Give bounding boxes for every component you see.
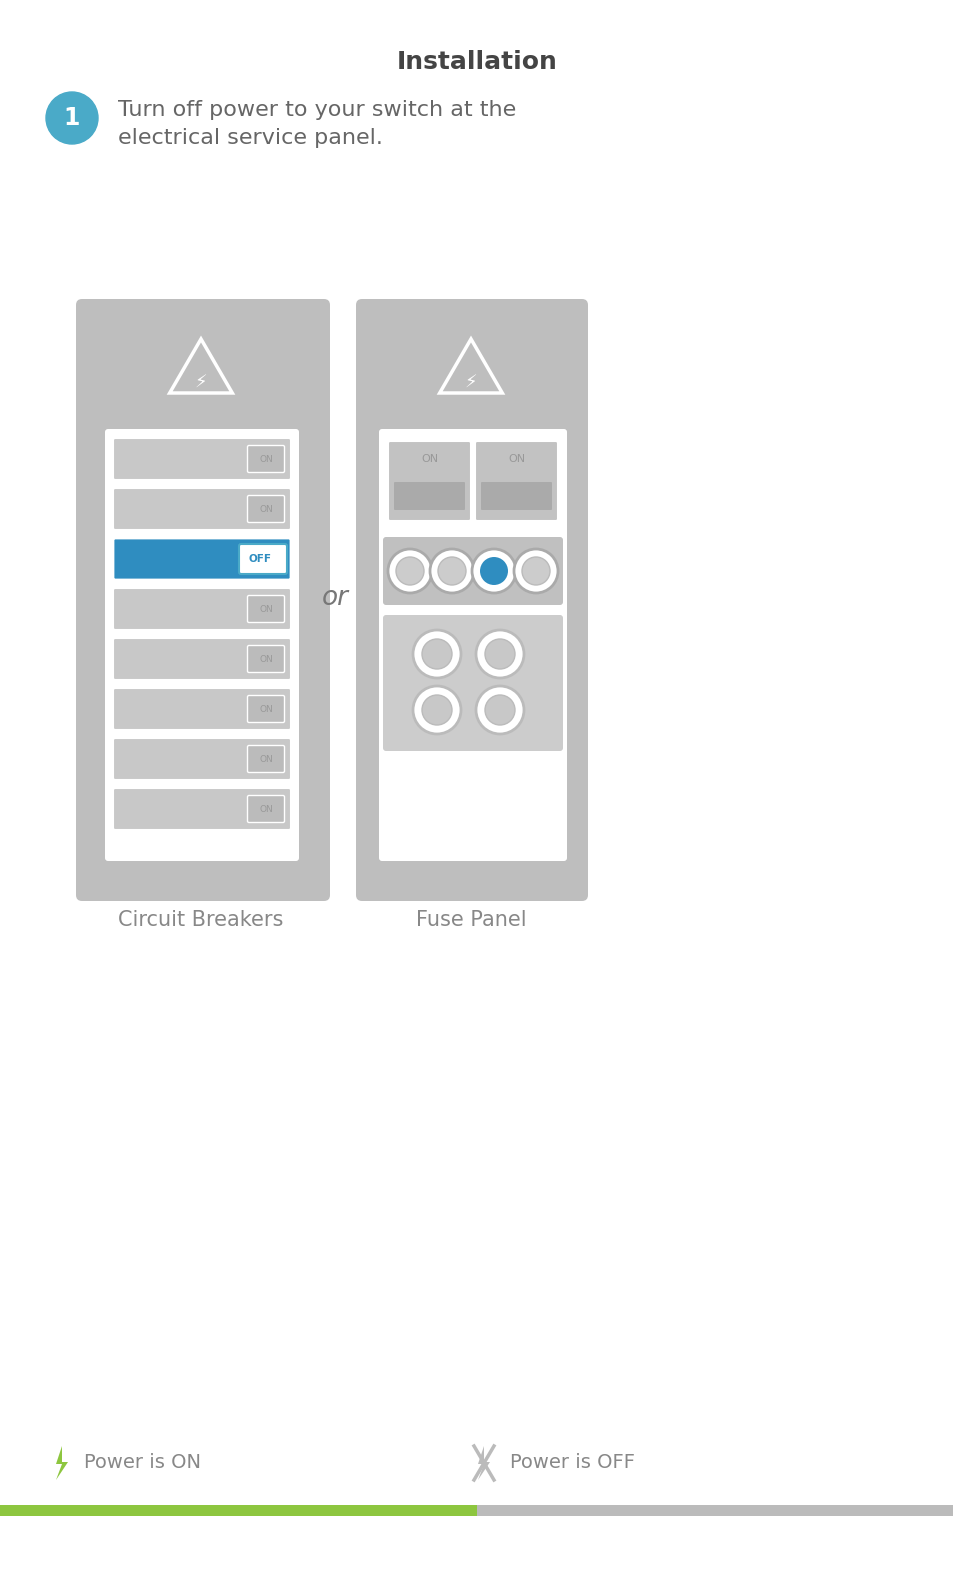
Circle shape xyxy=(476,630,523,677)
Text: ON: ON xyxy=(259,504,273,514)
FancyBboxPatch shape xyxy=(475,440,558,522)
Text: electrical service panel.: electrical service panel. xyxy=(118,129,382,148)
FancyBboxPatch shape xyxy=(112,488,291,529)
Text: Installation: Installation xyxy=(396,49,557,75)
Circle shape xyxy=(413,685,460,735)
Text: ON: ON xyxy=(259,455,273,464)
Circle shape xyxy=(479,556,507,585)
FancyBboxPatch shape xyxy=(239,544,287,574)
FancyBboxPatch shape xyxy=(112,688,291,730)
FancyBboxPatch shape xyxy=(247,746,284,773)
Text: Turn off power to your switch at the: Turn off power to your switch at the xyxy=(118,100,516,119)
Text: ON: ON xyxy=(259,805,273,814)
FancyBboxPatch shape xyxy=(247,596,284,623)
Circle shape xyxy=(388,549,432,593)
Circle shape xyxy=(46,92,98,145)
FancyBboxPatch shape xyxy=(105,429,298,862)
Circle shape xyxy=(421,695,452,725)
Text: ON: ON xyxy=(259,604,273,614)
FancyBboxPatch shape xyxy=(247,795,284,822)
Circle shape xyxy=(484,639,515,669)
FancyBboxPatch shape xyxy=(112,638,291,681)
FancyBboxPatch shape xyxy=(247,646,284,673)
Text: ⚡: ⚡ xyxy=(194,374,207,393)
Text: ON: ON xyxy=(259,655,273,663)
FancyBboxPatch shape xyxy=(112,537,291,580)
Text: ON: ON xyxy=(507,455,524,464)
FancyBboxPatch shape xyxy=(480,482,552,510)
Circle shape xyxy=(421,639,452,669)
Circle shape xyxy=(521,556,550,585)
FancyBboxPatch shape xyxy=(388,440,471,522)
FancyBboxPatch shape xyxy=(76,299,330,902)
Text: ON: ON xyxy=(259,755,273,763)
Circle shape xyxy=(476,685,523,735)
Circle shape xyxy=(395,556,423,585)
FancyBboxPatch shape xyxy=(112,738,291,781)
Text: Power is ON: Power is ON xyxy=(84,1453,201,1471)
Text: 1: 1 xyxy=(64,107,80,130)
FancyBboxPatch shape xyxy=(378,429,566,862)
FancyBboxPatch shape xyxy=(355,299,587,902)
Text: or: or xyxy=(321,585,348,611)
Text: ON: ON xyxy=(420,455,437,464)
FancyBboxPatch shape xyxy=(112,789,291,830)
Circle shape xyxy=(484,695,515,725)
Polygon shape xyxy=(56,1445,68,1480)
Text: OFF: OFF xyxy=(248,553,272,564)
Circle shape xyxy=(514,549,558,593)
Text: Fuse Panel: Fuse Panel xyxy=(416,909,526,930)
FancyBboxPatch shape xyxy=(247,695,284,722)
Text: ON: ON xyxy=(259,704,273,714)
Circle shape xyxy=(437,556,465,585)
FancyBboxPatch shape xyxy=(382,615,562,750)
Text: Circuit Breakers: Circuit Breakers xyxy=(118,909,283,930)
Polygon shape xyxy=(477,1445,490,1480)
FancyBboxPatch shape xyxy=(112,437,291,480)
Circle shape xyxy=(430,549,474,593)
FancyBboxPatch shape xyxy=(382,537,562,606)
Text: ⚡: ⚡ xyxy=(464,374,476,393)
FancyBboxPatch shape xyxy=(112,588,291,630)
FancyBboxPatch shape xyxy=(0,1506,476,1515)
Circle shape xyxy=(413,630,460,677)
Text: Power is OFF: Power is OFF xyxy=(510,1453,635,1471)
FancyBboxPatch shape xyxy=(394,482,464,510)
FancyBboxPatch shape xyxy=(247,496,284,523)
FancyBboxPatch shape xyxy=(476,1506,953,1515)
FancyBboxPatch shape xyxy=(247,445,284,472)
Circle shape xyxy=(472,549,516,593)
